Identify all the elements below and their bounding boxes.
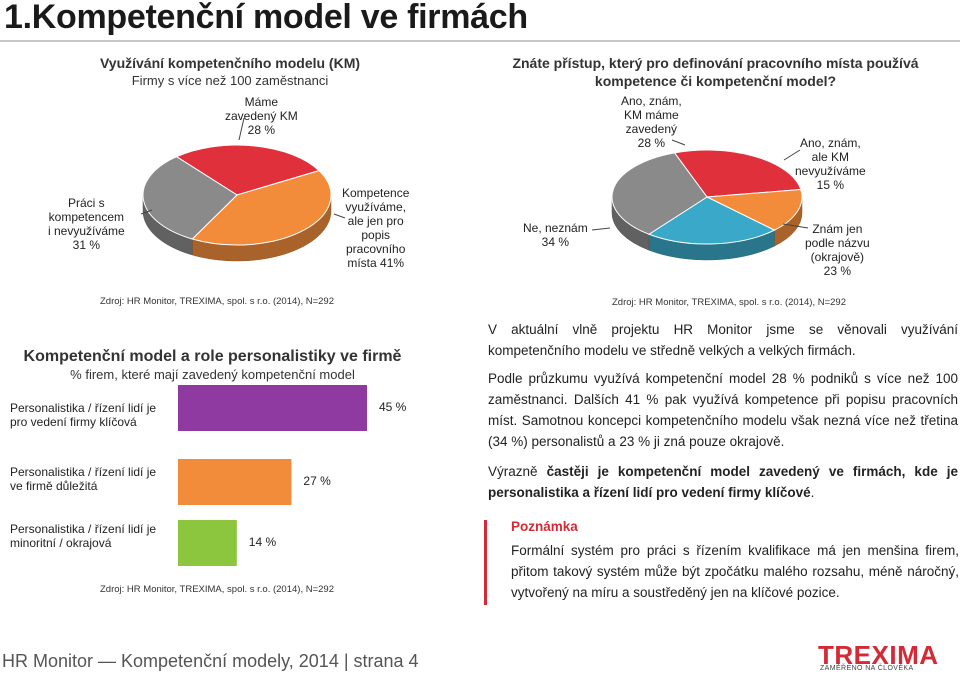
chart2-label-1: Ano, znám, ale KM nevyužíváme 15 %: [795, 136, 866, 192]
paragraph-highlight: Výrazně častěji je kompetenční model zav…: [488, 461, 958, 503]
chart1-slice-1: [191, 170, 332, 246]
chart2-label-2: Znám jen podle názvu (okrajově) 23 %: [805, 222, 870, 278]
highlight-bold: častěji je kompetenční model zavedený ve…: [488, 464, 958, 500]
note-text: Formální systém pro práci s řízením kval…: [511, 543, 959, 600]
chart3-title: Kompetenční model a role personalistiky …: [23, 348, 402, 365]
title-divider: [0, 40, 960, 42]
chart2-slice-3: [611, 152, 708, 235]
chart1-subtitle: Firmy s více než 100 zaměstnanci: [131, 73, 329, 88]
chart2-leader-0: [671, 139, 686, 146]
logo-word: TREXIMA: [818, 640, 939, 670]
chart2-leader-1: [783, 149, 801, 161]
chart3-subtitle: % firem, které mají zavedený kompetenční…: [70, 367, 355, 382]
chart2-slice-1: [705, 188, 803, 231]
chart3-category-2: Personalistika / řízení lidí je minoritní…: [10, 522, 157, 550]
footer: HR Monitor — Kompetenční modely, 2014 | …: [2, 651, 419, 671]
logo-tagline: ZAMĚŘENO NA ČLOVĚKA: [820, 665, 914, 672]
page-title: 1.Kompetenční model ve firmách: [4, 0, 528, 36]
chart2-source: Zdroj: HR Monitor, TREXIMA, spol. s r.o.…: [612, 297, 846, 308]
chart1-label-2: Práci s kompetencem i nevyužíváme 31 %: [48, 196, 125, 252]
chart2-label-3: Ne, neznám 34 %: [523, 221, 588, 249]
trexima-logo: TREXIMA ZAMĚŘENO NA ČLOVĚKA: [818, 640, 960, 675]
chart2-title: Znáte přístup, který pro definování prac…: [478, 54, 953, 90]
chart1-leader-2: [140, 209, 153, 215]
chart3-bar-1: [178, 459, 292, 505]
note-title: Poznámka: [511, 519, 578, 534]
chart3-value-2: 14 %: [248, 535, 277, 549]
note-accent-bar: [484, 520, 487, 605]
chart1-source: Zdroj: HR Monitor, TREXIMA, spol. s r.o.…: [100, 296, 334, 307]
chart3-bar-0: [178, 385, 367, 431]
chart3-value-1: 27 %: [303, 474, 331, 488]
chart2-leader-3: [591, 227, 611, 231]
chart3-category-0: Personalistika / řízení lidí je pro veden…: [10, 401, 157, 429]
chart3-value-0: 45 %: [379, 400, 407, 414]
chart1-leader-0: [238, 117, 245, 141]
chart1-slice-2: [142, 156, 238, 240]
highlight-end: .: [810, 485, 815, 500]
chart2-slice-0: [673, 149, 802, 198]
chart3-category-1: Personalistika / řízení lidí je ve firmě …: [10, 465, 157, 493]
paragraph-findings: Podle průzkumu využívá kompetenční model…: [488, 371, 958, 449]
highlight-lead: Výrazně: [488, 464, 547, 479]
chart2-title-line2: kompetence či kompetenční model?: [594, 73, 837, 89]
paragraph-intro: V aktuální vlně projektu HR Monitor jsme…: [488, 322, 958, 358]
chart2-slice-2: [647, 196, 776, 245]
chart3-source: Zdroj: HR Monitor, TREXIMA, spol. s r.o.…: [100, 584, 334, 595]
chart2-title-line1: Znáte přístup, který pro definování prac…: [512, 55, 919, 71]
chart1-label-0: Máme zavedený KM 28 %: [225, 95, 298, 137]
chart1-leader-1: [333, 213, 346, 219]
chart1-label-1: Kompetence využíváme, ale jen pro popis prac…: [342, 186, 410, 270]
chart1-title: Využívání kompetenčního modelu (KM): [99, 55, 361, 71]
chart2-leader-2: [782, 223, 809, 229]
chart2-label-0: Ano, znám, KM máme zavedený 28 %: [621, 94, 682, 150]
chart3-bar-2: [178, 520, 237, 566]
chart1-slice-0: [175, 144, 321, 196]
